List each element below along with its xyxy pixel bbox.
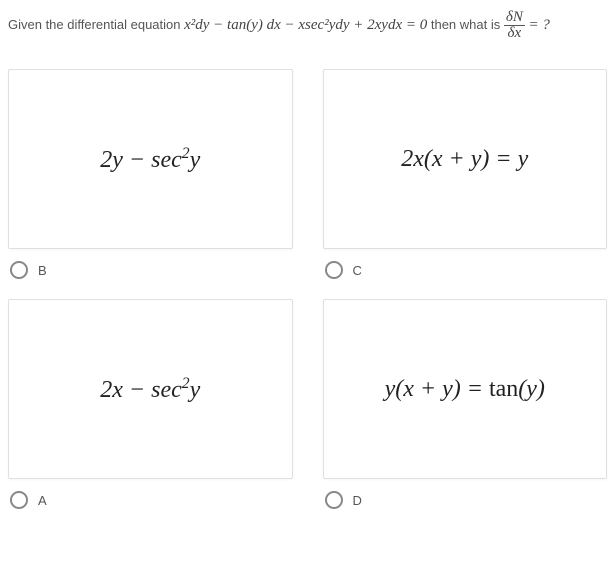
option-card[interactable]: y(x + y) = tan(y) (323, 299, 608, 479)
option-cell-b: 2y − sec2y B (8, 69, 293, 279)
option-label-row[interactable]: B (8, 261, 293, 279)
radio-icon[interactable] (10, 491, 28, 509)
radio-icon[interactable] (325, 261, 343, 279)
option-cell-d: y(x + y) = tan(y) D (323, 299, 608, 509)
options-grid: 2y − sec2y B 2x(x + y) = y C 2x − sec2y … (8, 69, 607, 509)
question-fraction: δN δx (504, 10, 525, 41)
option-label: A (38, 493, 47, 508)
option-card[interactable]: 2y − sec2y (8, 69, 293, 249)
question-equation: x²dy − tan(y) dx − xsec²ydy + 2xydx = 0 (184, 17, 427, 33)
option-formula: 2y − sec2y (100, 145, 200, 174)
question-middle: then what is (431, 17, 504, 32)
question-prefix: Given the differential equation (8, 17, 184, 32)
option-label-row[interactable]: C (323, 261, 608, 279)
option-label: C (353, 263, 362, 278)
question-text: Given the differential equation x²dy − t… (8, 10, 607, 41)
option-cell-c: 2x(x + y) = y C (323, 69, 608, 279)
option-formula: 2x(x + y) = y (401, 146, 528, 173)
fraction-denominator: δx (504, 26, 525, 41)
option-card[interactable]: 2x − sec2y (8, 299, 293, 479)
option-label: B (38, 263, 47, 278)
option-label-row[interactable]: D (323, 491, 608, 509)
radio-icon[interactable] (325, 491, 343, 509)
option-formula: y(x + y) = tan(y) (385, 376, 545, 403)
option-card[interactable]: 2x(x + y) = y (323, 69, 608, 249)
option-formula: 2x − sec2y (100, 375, 200, 404)
option-cell-a: 2x − sec2y A (8, 299, 293, 509)
option-label: D (353, 493, 362, 508)
option-label-row[interactable]: A (8, 491, 293, 509)
fraction-numerator: δN (504, 10, 525, 26)
question-suffix: = ? (528, 17, 549, 33)
radio-icon[interactable] (10, 261, 28, 279)
